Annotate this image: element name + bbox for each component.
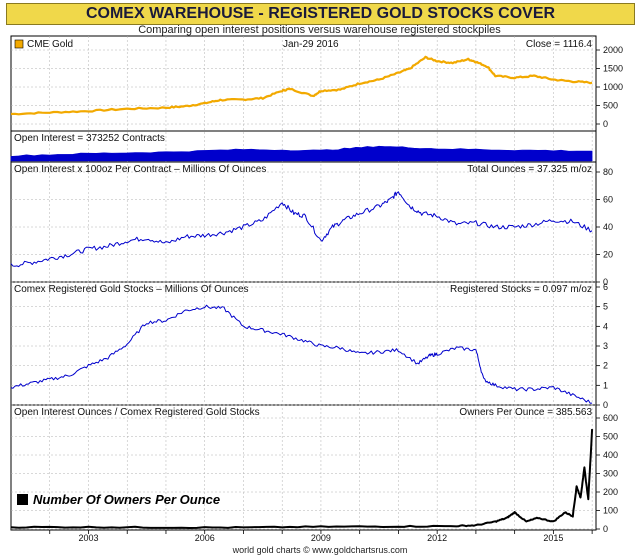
owners-panel-label: Open Interest Ounces / Comex Registered … [14, 407, 260, 418]
owners-tick-label: 300 [603, 469, 618, 479]
x-tick-label: 2009 [311, 533, 331, 543]
oi-readout: Open Interest = 373252 Contracts [14, 133, 165, 144]
chart-title: COMEX WAREHOUSE - REGISTERED GOLD STOCKS… [85, 5, 556, 22]
series-layer [10, 55, 594, 529]
owners-tick-label: 600 [603, 413, 618, 423]
gold-tick-label: 1500 [603, 64, 623, 74]
owners-legend-label: Number Of Owners Per Ounce [33, 492, 220, 507]
reg-tick-label: 6 [603, 282, 608, 292]
owners-legend-swatch [17, 494, 28, 505]
gold-price-line [10, 55, 593, 116]
chart-footer: world gold charts © www.goldchartsrus.co… [232, 545, 408, 555]
x-tick-label: 2003 [78, 533, 98, 543]
grid-lines [11, 36, 600, 530]
gold-tick-label: 500 [603, 101, 618, 111]
oioz-tick-label: 80 [603, 167, 613, 177]
tick-labels: 2000150010005000806040200654321060050040… [49, 45, 623, 543]
gold-date-readout: Jan-29 2016 [283, 39, 339, 50]
oi-ounces-line [10, 191, 593, 268]
panel-reg-frame [10, 281, 597, 406]
reg-panel-label: Comex Registered Gold Stocks – Millions … [14, 284, 249, 295]
panel-gold-frame [10, 35, 597, 132]
owners-per-ounce-line [10, 429, 594, 529]
chart-subtitle: Comparing open interest positions versus… [138, 24, 501, 36]
owners-tick-label: 100 [603, 506, 618, 516]
title-bar: COMEX WAREHOUSE - REGISTERED GOLD STOCKS… [6, 3, 635, 25]
gold-tick-label: 1000 [603, 82, 623, 92]
oioz-tick-label: 20 [603, 250, 613, 260]
owners-tick-label: 500 [603, 432, 618, 442]
reg-readout: Registered Stocks = 0.097 m/oz [450, 284, 592, 295]
reg-tick-label: 5 [603, 302, 608, 312]
panel-owners-frame [10, 404, 597, 531]
oioz-panel-label: Open Interest x 100oz Per Contract – Mil… [14, 164, 266, 175]
panel-oioz-frame [10, 161, 597, 283]
x-tick-label: 2012 [427, 533, 447, 543]
reg-tick-label: 4 [603, 321, 608, 331]
reg-tick-label: 2 [603, 361, 608, 371]
gold-series-label: CME Gold [27, 39, 73, 50]
gold-tick-label: 0 [603, 119, 608, 129]
gold-close-readout: Close = 1116.4 [526, 39, 593, 50]
x-tick-label: 2006 [195, 533, 215, 543]
reg-tick-label: 3 [603, 341, 608, 351]
oioz-tick-label: 40 [603, 222, 613, 232]
oioz-tick-label: 0 [603, 277, 608, 287]
owners-tick-label: 200 [603, 487, 618, 497]
owners-tick-label: 0 [603, 524, 608, 534]
oioz-tick-label: 60 [603, 195, 613, 205]
registered-stocks-line [10, 304, 593, 404]
x-tick-label: 2015 [543, 533, 563, 543]
gold-legend-swatch [14, 39, 24, 49]
reg-tick-label: 1 [603, 380, 608, 390]
owners-readout: Owners Per Ounce = 385.563 [459, 407, 592, 418]
oioz-readout: Total Ounces = 37.325 m/oz [467, 164, 592, 175]
gold-tick-label: 2000 [603, 45, 623, 55]
reg-tick-label: 0 [603, 400, 608, 410]
open-interest-area [10, 145, 593, 162]
owners-tick-label: 400 [603, 450, 618, 460]
